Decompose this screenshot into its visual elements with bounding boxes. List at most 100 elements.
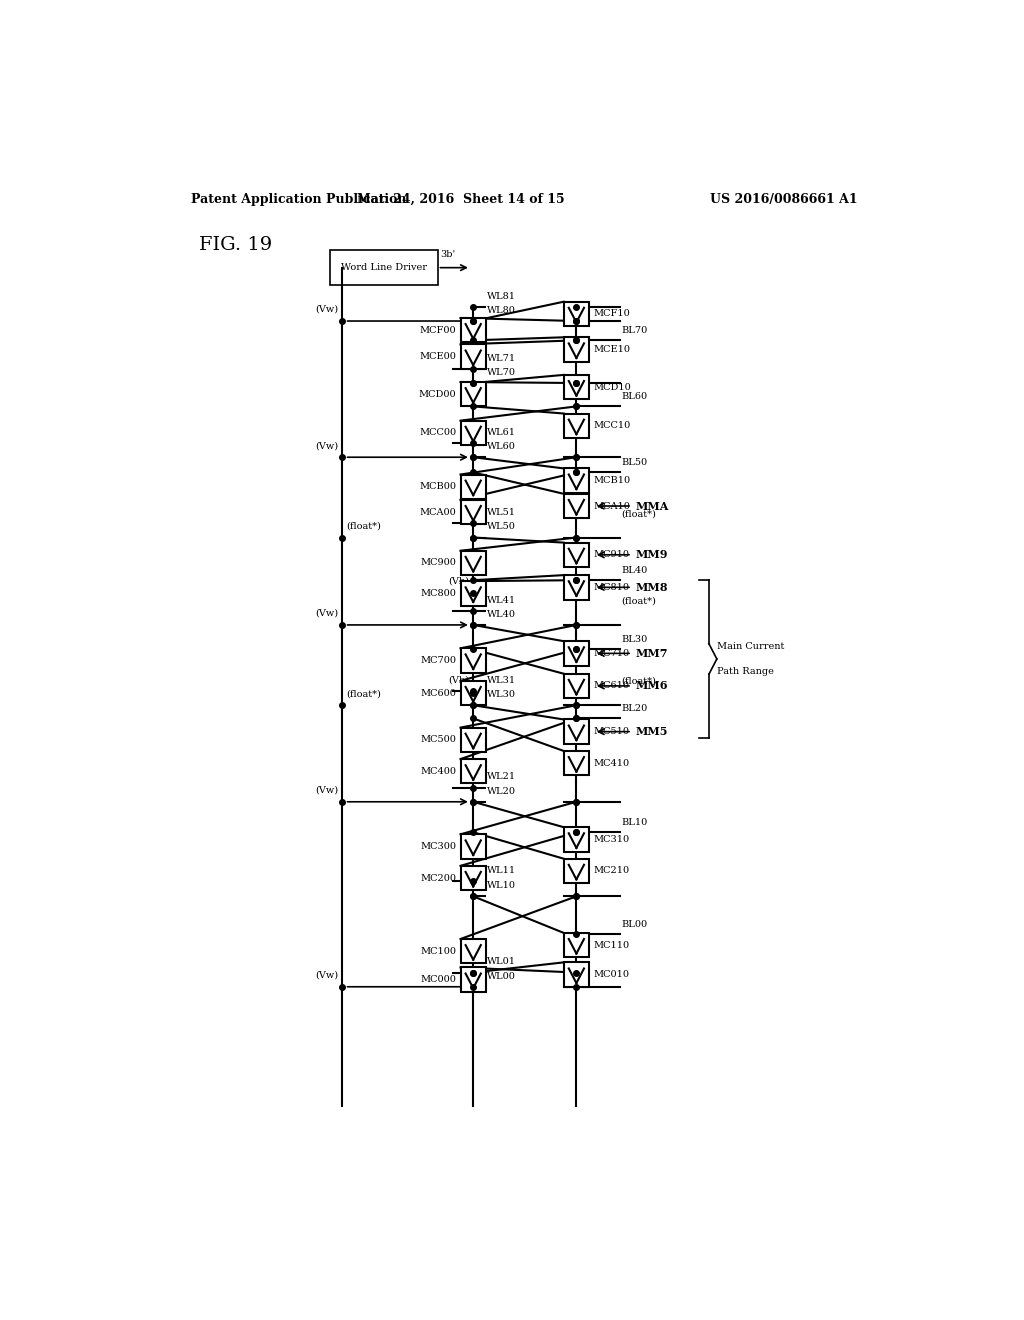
Text: MCC10: MCC10 (593, 421, 631, 430)
Text: WL40: WL40 (486, 610, 516, 619)
Bar (563, 719, 589, 744)
Text: WL21: WL21 (486, 772, 516, 781)
Bar (461, 345, 486, 368)
Text: BL30: BL30 (622, 635, 648, 644)
Text: BL70: BL70 (622, 326, 648, 335)
Text: (Vw): (Vw) (315, 441, 338, 450)
Text: MCA10: MCA10 (593, 502, 630, 511)
Text: (float*): (float*) (346, 521, 381, 531)
Bar (331, 249, 437, 285)
Text: MCB00: MCB00 (420, 482, 457, 491)
Text: WL30: WL30 (486, 690, 516, 700)
Text: MC310: MC310 (593, 834, 629, 843)
Text: BL50: BL50 (622, 458, 648, 467)
Text: MCD10: MCD10 (593, 383, 631, 392)
Text: WL70: WL70 (486, 368, 516, 378)
Text: WL11: WL11 (486, 866, 516, 875)
Text: (float*): (float*) (622, 510, 656, 519)
Bar (461, 866, 486, 890)
Text: BL00: BL00 (622, 920, 648, 929)
Text: MCC00: MCC00 (420, 428, 457, 437)
Text: MCF00: MCF00 (420, 326, 457, 335)
Bar (563, 543, 589, 568)
Text: MCE00: MCE00 (420, 352, 457, 362)
Text: WL00: WL00 (486, 972, 515, 981)
Text: Mar. 24, 2016  Sheet 14 of 15: Mar. 24, 2016 Sheet 14 of 15 (357, 193, 565, 206)
Bar (563, 494, 589, 519)
Text: MC910: MC910 (593, 550, 629, 560)
Text: FIG. 19: FIG. 19 (200, 236, 272, 253)
Text: BL20: BL20 (622, 705, 648, 713)
Text: MCD00: MCD00 (419, 389, 457, 399)
Text: MC510: MC510 (593, 727, 629, 737)
Text: MM7: MM7 (636, 648, 669, 659)
Bar (563, 673, 589, 698)
Bar (563, 375, 589, 399)
Text: (Vw): (Vw) (315, 609, 338, 618)
Text: MMA: MMA (636, 500, 670, 512)
Text: MCE10: MCE10 (593, 345, 630, 354)
Text: WL10: WL10 (486, 882, 516, 890)
Text: WL20: WL20 (486, 787, 516, 796)
Text: (float*): (float*) (346, 689, 381, 698)
Text: WL51: WL51 (486, 508, 516, 517)
Text: MCB10: MCB10 (593, 477, 630, 484)
Text: WL50: WL50 (486, 523, 515, 532)
Text: WL71: WL71 (486, 354, 516, 363)
Text: MC110: MC110 (593, 941, 629, 949)
Bar (563, 413, 589, 438)
Text: (float*): (float*) (622, 677, 656, 686)
Bar (563, 933, 589, 957)
Bar (461, 727, 486, 752)
Text: (Vb): (Vb) (449, 676, 469, 685)
Text: MC410: MC410 (593, 759, 629, 768)
Bar (563, 828, 589, 851)
Text: BL10: BL10 (622, 818, 648, 828)
Text: US 2016/0086661 A1: US 2016/0086661 A1 (711, 193, 858, 206)
Text: MC400: MC400 (421, 767, 457, 776)
Bar (461, 421, 486, 445)
Bar (461, 318, 486, 342)
Bar (563, 469, 589, 492)
Text: MM5: MM5 (636, 726, 669, 737)
Bar (461, 581, 486, 606)
Text: MM8: MM8 (636, 582, 669, 593)
Text: BL60: BL60 (622, 392, 648, 401)
Text: Path Range: Path Range (717, 667, 774, 676)
Text: MC100: MC100 (421, 946, 457, 956)
Text: MC500: MC500 (421, 735, 457, 744)
Bar (563, 576, 589, 599)
Text: MC710: MC710 (593, 649, 629, 657)
Bar (563, 859, 589, 883)
Bar (461, 759, 486, 784)
Text: (float*): (float*) (622, 597, 656, 606)
Text: MM9: MM9 (636, 549, 669, 560)
Bar (461, 681, 486, 705)
Text: WL60: WL60 (486, 442, 515, 451)
Text: MC600: MC600 (421, 689, 457, 697)
Text: 3b': 3b' (440, 249, 455, 259)
Text: MC900: MC900 (421, 558, 457, 568)
Bar (563, 642, 589, 665)
Bar (461, 968, 486, 991)
Text: Main Current: Main Current (717, 643, 784, 651)
Text: MCF10: MCF10 (593, 309, 630, 318)
Bar (461, 500, 486, 524)
Text: (Vw): (Vw) (315, 785, 338, 795)
Text: MC300: MC300 (421, 842, 457, 851)
Text: BL40: BL40 (622, 566, 648, 576)
Bar (563, 751, 589, 775)
Text: MC010: MC010 (593, 970, 629, 979)
Text: MC610: MC610 (593, 681, 629, 690)
Text: MC700: MC700 (421, 656, 457, 665)
Text: (Vw): (Vw) (315, 970, 338, 979)
Bar (563, 302, 589, 326)
Bar (461, 381, 486, 407)
Bar (461, 834, 486, 859)
Text: MCA00: MCA00 (420, 508, 457, 516)
Bar (461, 648, 486, 673)
Text: WL81: WL81 (486, 292, 516, 301)
Text: MC210: MC210 (593, 866, 629, 875)
Text: Patent Application Publication: Patent Application Publication (191, 193, 407, 206)
Text: WL01: WL01 (486, 957, 516, 966)
